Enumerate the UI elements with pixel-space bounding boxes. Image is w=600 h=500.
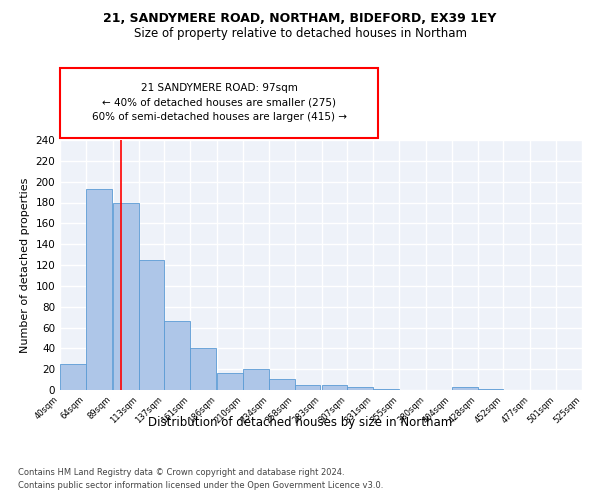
Text: Distribution of detached houses by size in Northam: Distribution of detached houses by size … — [148, 416, 452, 429]
Bar — [190, 348, 216, 390]
Text: 21 SANDYMERE ROAD: 97sqm
← 40% of detached houses are smaller (275)
60% of semi-: 21 SANDYMERE ROAD: 97sqm ← 40% of detach… — [91, 82, 347, 122]
Y-axis label: Number of detached properties: Number of detached properties — [20, 178, 30, 352]
Bar — [86, 189, 112, 390]
Bar — [217, 374, 243, 390]
Bar — [164, 322, 190, 390]
Text: Contains public sector information licensed under the Open Government Licence v3: Contains public sector information licen… — [18, 480, 383, 490]
Bar — [322, 385, 347, 390]
Bar — [113, 202, 139, 390]
Bar — [139, 260, 164, 390]
Bar — [373, 389, 399, 390]
Text: Size of property relative to detached houses in Northam: Size of property relative to detached ho… — [133, 28, 467, 40]
Text: Contains HM Land Registry data © Crown copyright and database right 2024.: Contains HM Land Registry data © Crown c… — [18, 468, 344, 477]
Bar — [60, 364, 86, 390]
Text: 21, SANDYMERE ROAD, NORTHAM, BIDEFORD, EX39 1EY: 21, SANDYMERE ROAD, NORTHAM, BIDEFORD, E… — [103, 12, 497, 26]
Bar — [243, 369, 269, 390]
Bar — [269, 378, 295, 390]
Bar — [452, 387, 478, 390]
Bar — [478, 389, 503, 390]
Bar — [347, 387, 373, 390]
Bar — [295, 385, 320, 390]
